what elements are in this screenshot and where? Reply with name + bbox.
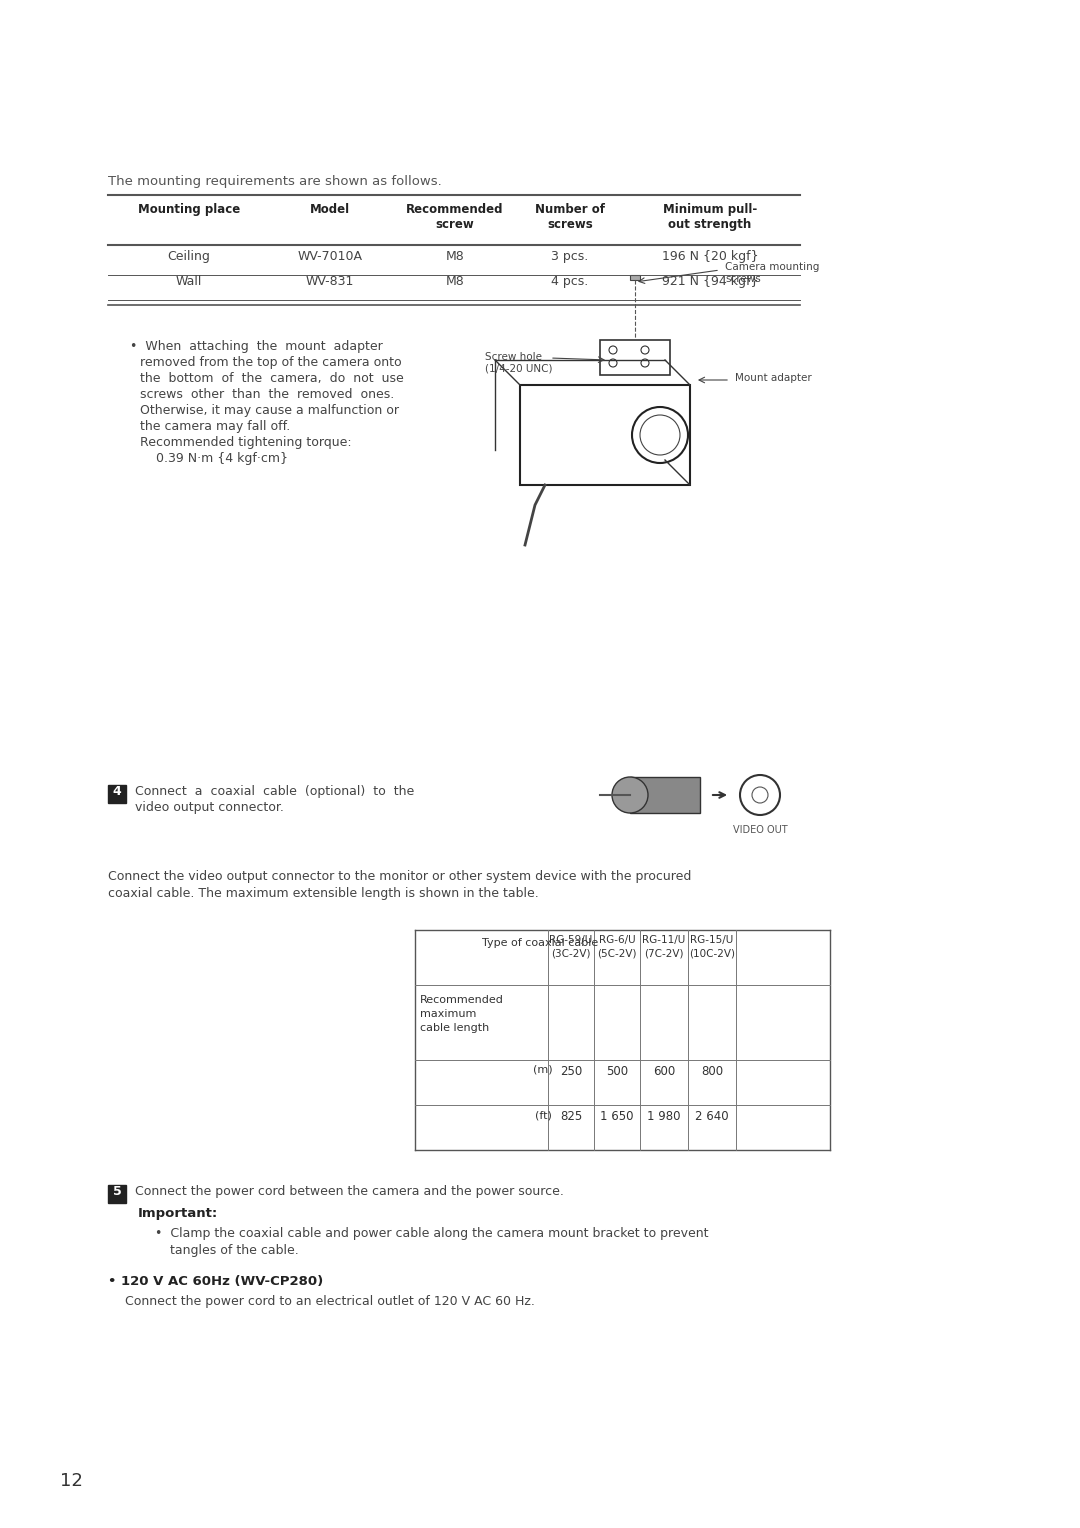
Text: Recommended
maximum
cable length: Recommended maximum cable length: [420, 995, 504, 1033]
Text: Recommended tightening torque:: Recommended tightening torque:: [140, 435, 352, 449]
Text: (m): (m): [534, 1065, 553, 1076]
Text: tangles of the cable.: tangles of the cable.: [170, 1244, 299, 1258]
Text: Mounting place: Mounting place: [138, 203, 240, 215]
Text: • 120 V AC 60Hz (WV-CP280): • 120 V AC 60Hz (WV-CP280): [108, 1274, 323, 1288]
Text: the camera may fall off.: the camera may fall off.: [140, 420, 291, 432]
Text: 921 N {94 kgf}: 921 N {94 kgf}: [662, 275, 758, 287]
Text: RG-15/U
(10C-2V): RG-15/U (10C-2V): [689, 935, 735, 958]
Text: 1 980: 1 980: [647, 1109, 680, 1123]
Text: RG-11/U
(7C-2V): RG-11/U (7C-2V): [643, 935, 686, 958]
Text: Camera mounting
screws: Camera mounting screws: [725, 261, 820, 284]
Text: Ceiling: Ceiling: [167, 251, 211, 263]
Text: 0.39 N·m {4 kgf·cm}: 0.39 N·m {4 kgf·cm}: [140, 452, 288, 465]
Text: Important:: Important:: [138, 1207, 218, 1219]
Polygon shape: [630, 275, 640, 280]
Bar: [108, 1186, 126, 1203]
Text: Connect the power cord between the camera and the power source.: Connect the power cord between the camer…: [135, 1186, 564, 1198]
Text: 1 650: 1 650: [600, 1109, 634, 1123]
Text: Type of coaxial cable: Type of coaxial cable: [482, 938, 598, 947]
Text: Minimum pull-
out strength: Minimum pull- out strength: [663, 203, 757, 231]
Text: 250: 250: [559, 1065, 582, 1077]
Text: Model: Model: [310, 203, 350, 215]
Bar: [630, 778, 700, 813]
Text: (ft): (ft): [535, 1109, 552, 1120]
Text: •  Clamp the coaxial cable and power cable along the camera mount bracket to pre: • Clamp the coaxial cable and power cabl…: [156, 1227, 708, 1241]
Text: Number of
screws: Number of screws: [535, 203, 605, 231]
Text: •  When  attaching  the  mount  adapter: • When attaching the mount adapter: [130, 341, 382, 353]
Text: 196 N {20 kgf}: 196 N {20 kgf}: [662, 251, 758, 263]
Text: removed from the top of the camera onto: removed from the top of the camera onto: [140, 356, 402, 368]
Text: Connect the power cord to an electrical outlet of 120 V AC 60 Hz.: Connect the power cord to an electrical …: [125, 1296, 535, 1308]
Text: coaxial cable. The maximum extensible length is shown in the table.: coaxial cable. The maximum extensible le…: [108, 886, 539, 900]
Text: 800: 800: [701, 1065, 724, 1077]
Text: VIDEO OUT: VIDEO OUT: [732, 825, 787, 834]
Text: the  bottom  of  the  camera,  do  not  use: the bottom of the camera, do not use: [140, 371, 404, 385]
Text: 12: 12: [60, 1471, 83, 1490]
Text: 500: 500: [606, 1065, 629, 1077]
Text: M8: M8: [446, 251, 464, 263]
Text: RG-59/U
(3C-2V): RG-59/U (3C-2V): [550, 935, 593, 958]
Text: RG-6/U
(5C-2V): RG-6/U (5C-2V): [597, 935, 637, 958]
Text: 5: 5: [112, 1186, 121, 1198]
Text: WV-7010A: WV-7010A: [297, 251, 363, 263]
Bar: [108, 785, 126, 804]
Text: M8: M8: [446, 275, 464, 287]
Text: Connect the video output connector to the monitor or other system device with th: Connect the video output connector to th…: [108, 869, 691, 883]
Text: Screw hole
(1/4-20 UNC): Screw hole (1/4-20 UNC): [485, 351, 553, 374]
Text: 2 640: 2 640: [696, 1109, 729, 1123]
Circle shape: [612, 778, 648, 813]
Text: 825: 825: [559, 1109, 582, 1123]
Text: Otherwise, it may cause a malfunction or: Otherwise, it may cause a malfunction or: [140, 403, 399, 417]
Text: Mount adapter: Mount adapter: [735, 373, 812, 384]
Text: The mounting requirements are shown as follows.: The mounting requirements are shown as f…: [108, 176, 442, 188]
Text: screws  other  than  the  removed  ones.: screws other than the removed ones.: [140, 388, 394, 400]
Text: Wall: Wall: [176, 275, 202, 287]
Text: WV-831: WV-831: [306, 275, 354, 287]
Text: Recommended
screw: Recommended screw: [406, 203, 503, 231]
Text: video output connector.: video output connector.: [135, 801, 284, 814]
Text: Connect  a  coaxial  cable  (optional)  to  the: Connect a coaxial cable (optional) to th…: [135, 785, 415, 798]
Text: 600: 600: [653, 1065, 675, 1077]
Text: 4 pcs.: 4 pcs.: [552, 275, 589, 287]
Text: 3 pcs.: 3 pcs.: [552, 251, 589, 263]
Text: 4: 4: [112, 785, 121, 798]
